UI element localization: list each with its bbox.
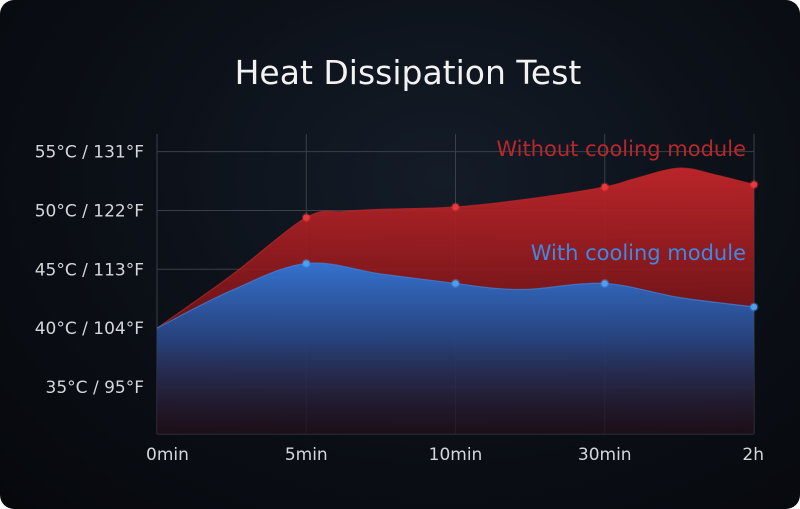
line-without-cooling: [156, 167, 755, 329]
y-axis-ticks: 55°C / 131°F 50°C / 122°F 45°C / 113°F 40°C…: [35, 143, 144, 398]
point-with-cooling-4: [750, 303, 758, 311]
point-without-cooling-3: [601, 183, 608, 191]
x-tick-label-4: 2h: [742, 445, 764, 465]
series-areas: [156, 167, 755, 434]
point-with-cooling-1: [303, 260, 310, 267]
x-tick-label-2: 10min: [429, 445, 483, 465]
point-without-cooling-2: [452, 203, 459, 211]
point-with-cooling-3: [601, 280, 608, 287]
line-with-cooling: [156, 262, 755, 329]
x-tick-label-3: 30min: [578, 445, 632, 465]
x-tick-label-1: 5min: [285, 445, 328, 465]
legend-without-cooling: Without cooling module: [496, 137, 746, 161]
data-points: [301, 180, 759, 312]
y-tick-label-2: 45°C / 113°F: [35, 260, 144, 280]
point-without-cooling-1: [303, 214, 310, 221]
x-tick-label-0: 0min: [146, 445, 189, 465]
y-tick-label-3: 40°C / 104°F: [35, 319, 144, 339]
chart-title: Heat Dissipation Test: [235, 53, 582, 92]
y-tick-label-1: 50°C / 122°F: [35, 201, 144, 221]
legend-with-cooling: With cooling module: [531, 241, 746, 265]
area-with-cooling: [157, 262, 754, 434]
point-with-cooling-2: [452, 280, 459, 287]
x-axis-ticks: 0min 5min 10min 30min 2h: [146, 445, 764, 465]
point-without-cooling-4: [750, 181, 758, 188]
y-tick-label-4: 35°C / 95°F: [46, 378, 144, 398]
y-tick-label-0: 55°C / 131°F: [35, 143, 144, 163]
